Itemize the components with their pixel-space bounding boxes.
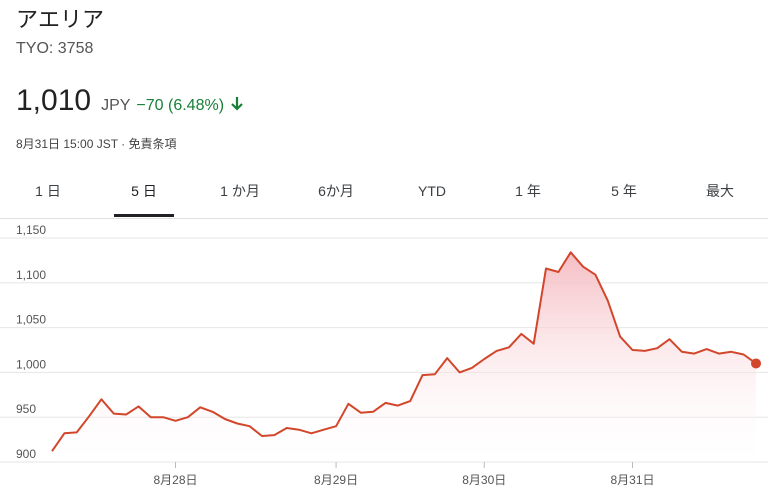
y-tick-label: 1,050 bbox=[16, 313, 46, 327]
y-tick-label: 1,100 bbox=[16, 268, 46, 282]
current-price: 1,010 bbox=[16, 84, 92, 117]
tab-range-5[interactable]: 1 年 bbox=[515, 183, 541, 199]
y-tick-label: 1,150 bbox=[16, 223, 46, 237]
currency-label: JPY bbox=[101, 97, 131, 114]
tab-range-3[interactable]: 6か月 bbox=[318, 183, 354, 199]
x-tick-label: 8月28日 bbox=[153, 473, 197, 487]
price-chart: 1,150 1,100 1,050 1,000 950 900 8月28日 8月29日 8月30… bbox=[0, 223, 768, 487]
stock-name: アエリア bbox=[16, 7, 105, 32]
price-area bbox=[52, 252, 756, 462]
last-price-marker bbox=[751, 358, 761, 369]
tab-range-0[interactable]: 1 日 bbox=[35, 183, 61, 199]
price-change: −70 (6.48%) bbox=[136, 97, 225, 114]
tab-range-2[interactable]: 1 か月 bbox=[220, 183, 260, 199]
y-tick-label: 1,000 bbox=[16, 357, 46, 371]
range-tabs: 1 日 5 日 1 か月 6か月 YTD 1 年 5 年 最大 bbox=[0, 170, 768, 219]
stock-ticker: TYO: 3758 bbox=[16, 40, 94, 57]
x-tick-label: 8月30日 bbox=[462, 473, 506, 487]
tab-range-4[interactable]: YTD bbox=[418, 183, 446, 199]
y-tick-label: 900 bbox=[16, 447, 36, 461]
x-tick-label: 8月29日 bbox=[314, 473, 358, 487]
tab-range-6[interactable]: 5 年 bbox=[611, 183, 637, 199]
tab-range-1[interactable]: 5 日 bbox=[96, 170, 192, 217]
x-tick-label: 8月31日 bbox=[610, 473, 654, 487]
timestamp-disclaimer[interactable]: 8月31日 15:00 JST · 免責条項 bbox=[16, 137, 177, 151]
price-row: 1,010 JPY −70 (6.48%) bbox=[16, 84, 244, 118]
arrow-down-icon bbox=[230, 96, 244, 112]
price-line bbox=[51, 251, 757, 452]
tab-range-7[interactable]: 最大 bbox=[706, 183, 734, 199]
y-tick-label: 950 bbox=[16, 402, 36, 416]
